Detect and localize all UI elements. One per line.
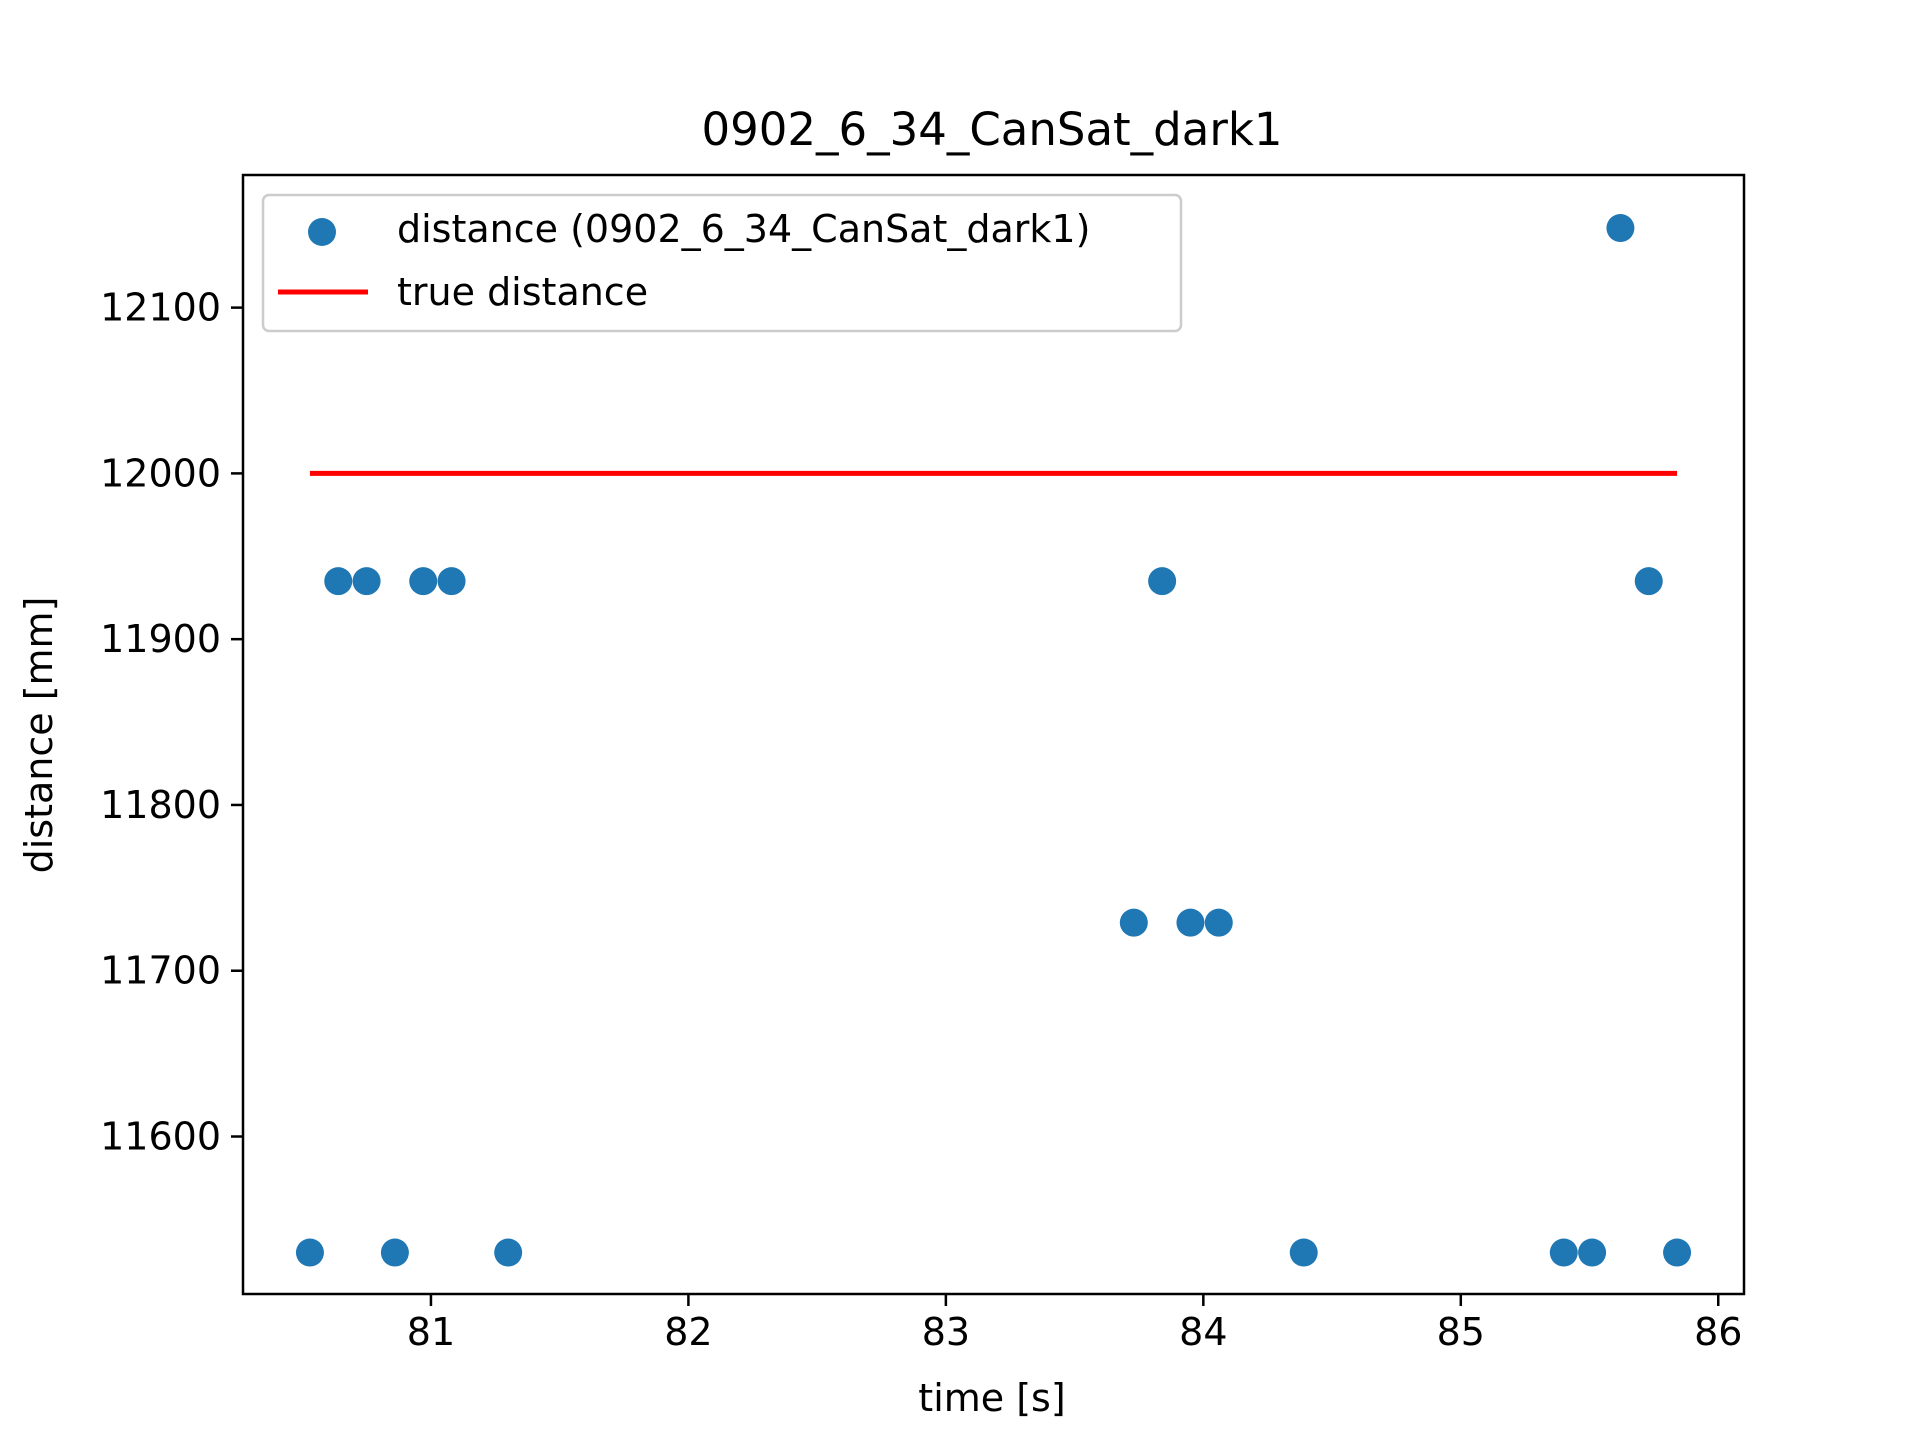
distance-point-12 [1289,1238,1318,1267]
distance-point-17 [1663,1238,1692,1267]
x-tick-label-81: 81 [407,1310,455,1354]
x-tick-label-82: 82 [664,1310,712,1354]
legend-label-distance: distance (0902_6_34_CanSat_dark1) [397,207,1090,251]
y-axis-label: distance [mm] [17,597,61,874]
legend-label-true-distance: true distance [397,270,648,314]
x-tick-label-86: 86 [1694,1310,1742,1354]
x-tick-label-83: 83 [922,1310,970,1354]
legend-box [261,193,1183,333]
distance-point-13 [1549,1238,1578,1267]
x-tick-label-85: 85 [1437,1310,1485,1354]
plot-area-frame [241,173,1746,1296]
chart-title: 0902_6_34_CanSat_dark1 [701,103,1282,156]
legend-marker-distance [308,218,336,246]
distance-point-2 [324,567,353,596]
legend: distance (0902_6_34_CanSat_dark1) true d… [261,193,1183,333]
distance-point-14 [1578,1238,1607,1267]
y-tick-label-12100: 12100 [100,286,221,330]
distance-point-6 [437,567,466,596]
distance-point-16 [1634,567,1663,596]
y-tick-label-11800: 11800 [100,783,221,827]
x-axis-label: time [s] [918,1376,1065,1420]
distance-point-11 [1204,908,1233,937]
x-tick-label-84: 84 [1179,1310,1227,1354]
distance-point-10 [1176,908,1205,937]
distance-point-5 [409,567,438,596]
plot-series [295,214,1692,1267]
distance-point-1 [295,1238,324,1267]
distance-point-4 [380,1238,409,1267]
distance-point-8 [1119,908,1148,937]
distance-point-3 [352,567,381,596]
y-tick-label-12000: 12000 [100,451,221,495]
distance-point-9 [1148,567,1177,596]
distance-point-7 [494,1238,523,1267]
y-tick-label-11700: 11700 [100,949,221,993]
y-axis-ticks: 11600 11700 11800 11900 12000 12100 [100,286,243,1159]
y-tick-label-11600: 11600 [100,1115,221,1159]
y-tick-label-11900: 11900 [100,617,221,661]
x-axis-ticks: 81 82 83 84 85 86 [407,1294,1742,1354]
distance-point-15 [1606,214,1635,243]
